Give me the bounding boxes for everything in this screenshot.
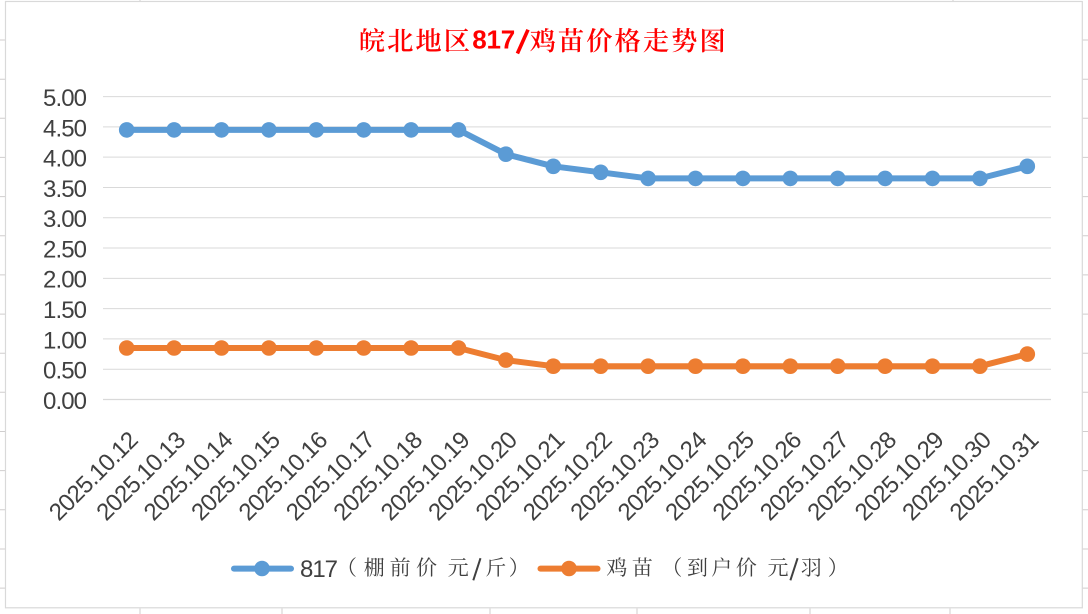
svg-text:1.50: 1.50	[43, 297, 87, 324]
svg-text:817: 817	[472, 25, 515, 55]
svg-text:2.00: 2.00	[43, 267, 87, 294]
svg-text:0.50: 0.50	[43, 358, 87, 385]
svg-text:3.00: 3.00	[43, 206, 87, 233]
svg-text:4.50: 4.50	[43, 115, 87, 142]
svg-text:4.00: 4.00	[43, 146, 87, 173]
svg-text:3.50: 3.50	[43, 176, 87, 203]
svg-text:5.00: 5.00	[43, 85, 87, 112]
svg-text:1.00: 1.00	[43, 327, 87, 354]
svg-text:2.50: 2.50	[43, 236, 87, 263]
svg-text:817: 817	[300, 556, 338, 583]
svg-text:0.00: 0.00	[43, 388, 87, 415]
